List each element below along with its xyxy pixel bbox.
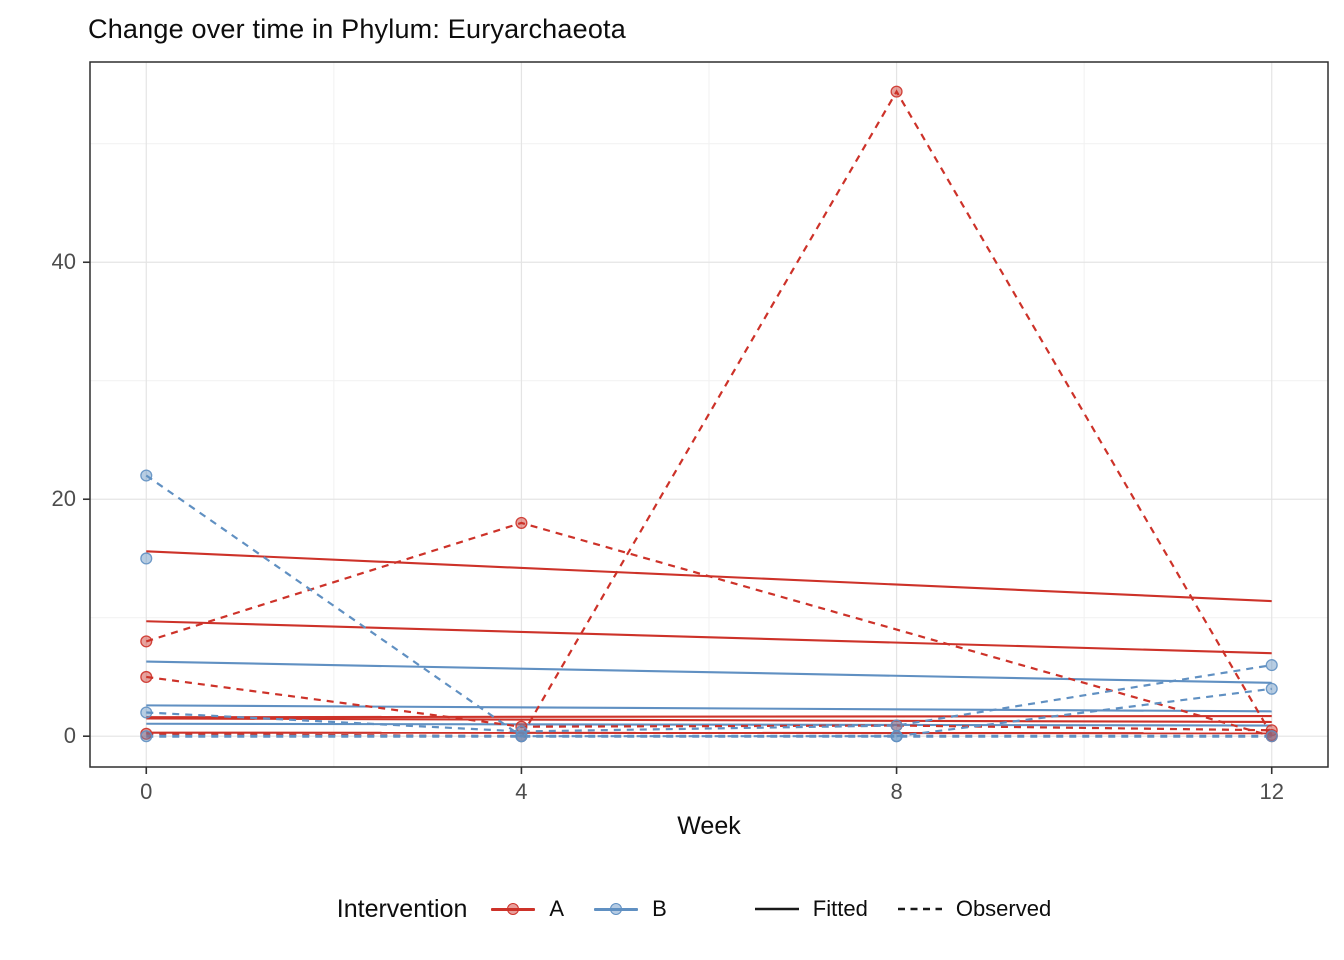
data-point-b xyxy=(1265,659,1278,672)
group-b-key-icon xyxy=(594,903,639,915)
legend-item-group-a: A xyxy=(491,896,564,922)
dashed-line-key-icon xyxy=(897,907,942,911)
observed-line-a xyxy=(145,521,1273,738)
observed-line-a xyxy=(146,675,1272,732)
x-axis-title: Week xyxy=(677,812,741,840)
data-point-b xyxy=(1265,682,1278,695)
data-point-a xyxy=(515,720,528,733)
legend-label-a: A xyxy=(549,896,565,921)
legend-item-fitted: Fitted xyxy=(754,896,868,922)
fitted-line-a xyxy=(146,731,1272,735)
fitted-line-b xyxy=(146,704,1272,713)
y-tick-label: 20 xyxy=(51,486,76,512)
data-point-a xyxy=(890,85,903,98)
solid-line-key-icon xyxy=(754,907,799,911)
legend-label-fitted: Fitted xyxy=(812,896,868,921)
x-tick-label: 8 xyxy=(890,779,903,804)
data-point-a xyxy=(515,516,528,529)
data-point-a xyxy=(140,670,153,683)
legend-label-observed: Observed xyxy=(955,896,1052,921)
data-point-a xyxy=(140,635,153,648)
data-point-b xyxy=(890,719,903,732)
legend-item-observed: Observed xyxy=(897,896,1052,922)
panel-border xyxy=(89,61,1329,768)
data-point-b xyxy=(140,706,153,719)
data-point-b xyxy=(515,730,528,743)
group-a-key-icon xyxy=(491,903,536,915)
legend-label-b: B xyxy=(652,896,667,921)
legend: Intervention A B Fitted Obs xyxy=(90,891,1328,927)
data-point-b xyxy=(140,469,153,482)
observed-line-b xyxy=(146,664,1272,733)
fitted-line-b xyxy=(146,722,1272,727)
x-tick-label: 0 xyxy=(140,779,153,804)
data-point-b xyxy=(140,730,153,743)
data-point-b xyxy=(1265,730,1278,743)
x-tick-label: 4 xyxy=(515,779,528,804)
y-tick-label: 40 xyxy=(51,249,76,275)
data-point-b xyxy=(890,730,903,743)
fitted-line-a xyxy=(146,620,1272,655)
fitted-line-a xyxy=(146,717,1272,724)
fitted-line-a xyxy=(146,715,1272,719)
chart-title: Change over time in Phylum: Euryarchaeot… xyxy=(88,14,626,44)
data-point-b xyxy=(515,725,528,738)
y-tick-label: 0 xyxy=(63,723,76,749)
legend-title: Intervention xyxy=(336,894,468,923)
x-tick-label: 12 xyxy=(1259,779,1284,804)
legend-item-group-b: B xyxy=(594,896,667,922)
fitted-line-b xyxy=(146,660,1272,684)
data-point-b xyxy=(140,552,153,565)
